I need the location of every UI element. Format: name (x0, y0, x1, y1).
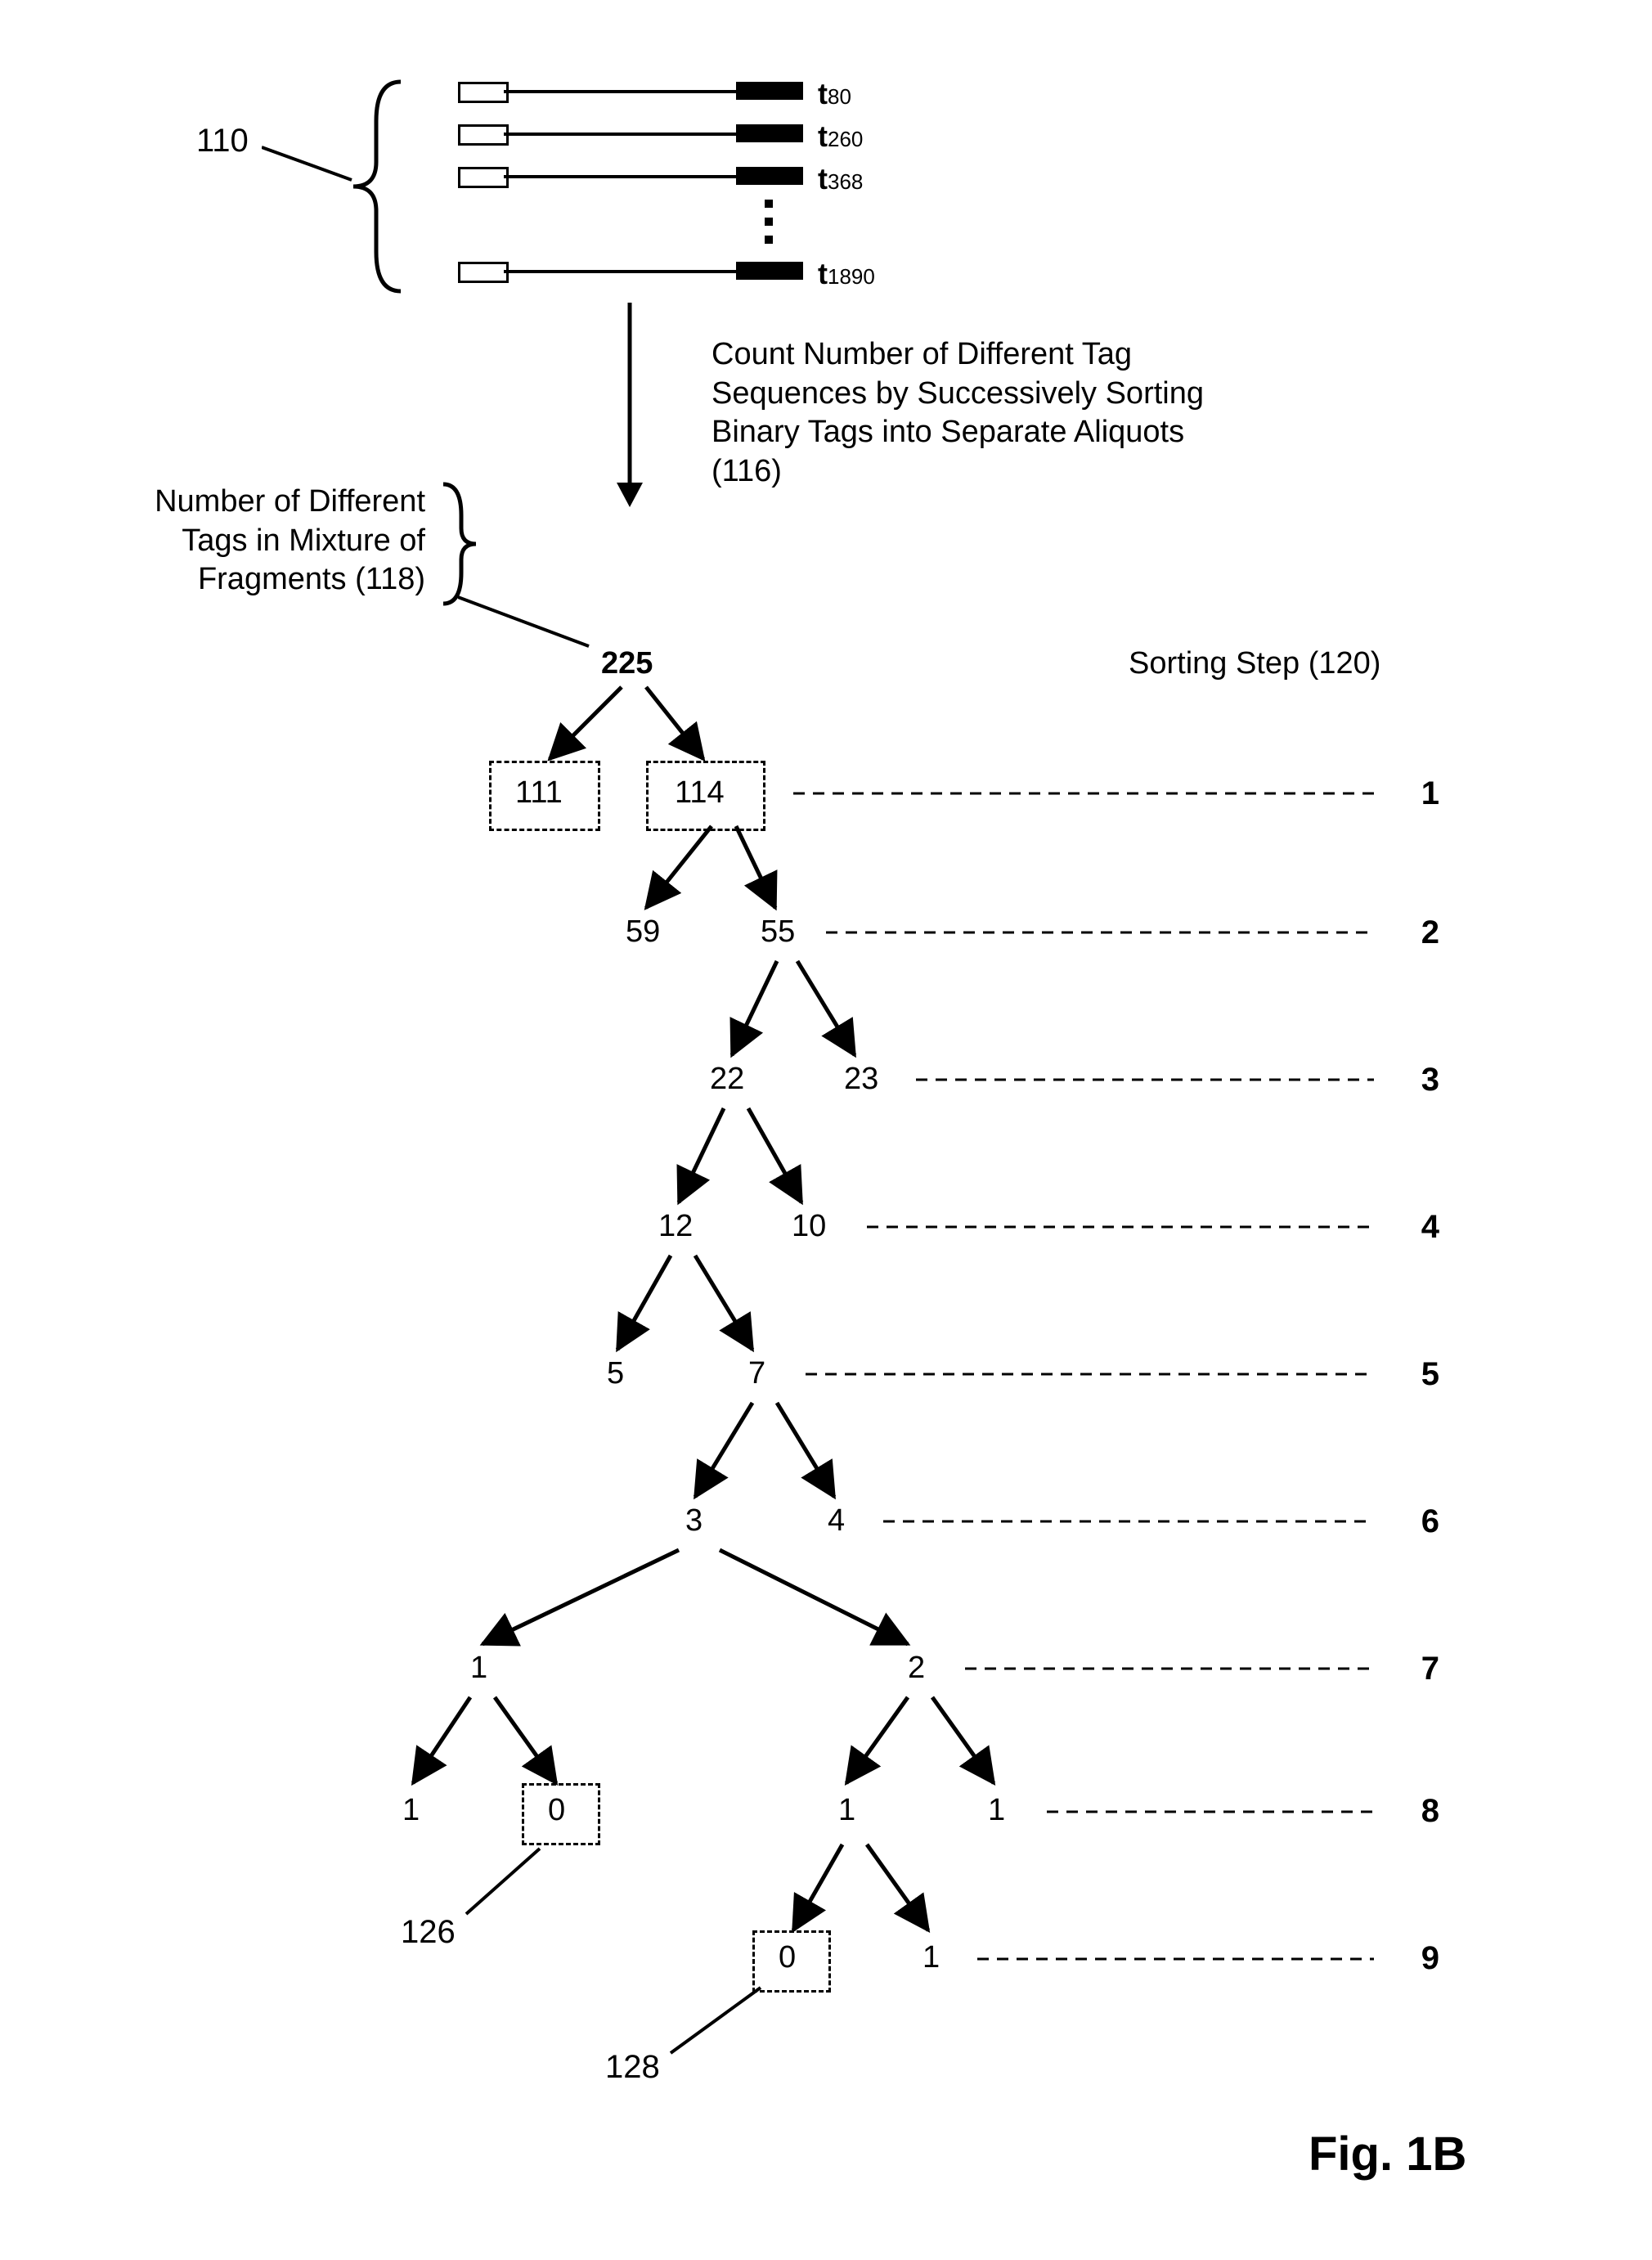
node-1d: 1 (988, 1793, 1005, 1828)
ref-126: 126 (401, 1914, 456, 1951)
step-9: 9 (1390, 1940, 1439, 1977)
step-8: 8 (1390, 1793, 1439, 1830)
node-5: 5 (607, 1356, 624, 1391)
step-7: 7 (1390, 1651, 1439, 1687)
node-1c: 1 (838, 1793, 855, 1828)
node-0a: 0 (548, 1793, 565, 1828)
step-6: 6 (1390, 1503, 1439, 1540)
node-55: 55 (761, 914, 795, 950)
tree-edges (0, 0, 1652, 2208)
node-59: 59 (626, 914, 660, 950)
step-1: 1 (1390, 775, 1439, 812)
node-1b: 1 (402, 1793, 420, 1828)
ref-128: 128 (605, 2049, 660, 2086)
node-1a: 1 (470, 1651, 487, 1686)
node-22: 22 (710, 1062, 744, 1097)
node-10: 10 (792, 1209, 826, 1244)
node-111: 111 (515, 775, 563, 811)
step-3: 3 (1390, 1062, 1439, 1099)
node-23: 23 (844, 1062, 878, 1097)
node-114: 114 (675, 775, 725, 811)
node-4: 4 (828, 1503, 845, 1539)
tree-root: 225 (601, 646, 653, 681)
figure-label: Fig. 1B (1309, 2127, 1466, 2181)
step-4: 4 (1390, 1209, 1439, 1246)
node-1e: 1 (923, 1940, 940, 1975)
step-2: 2 (1390, 914, 1439, 951)
figure-1b: 110 t80 t260 t368 t1890 Count Number of … (0, 0, 1652, 2260)
step-5: 5 (1390, 1356, 1439, 1393)
node-12: 12 (658, 1209, 693, 1244)
node-2: 2 (908, 1651, 925, 1686)
node-7: 7 (748, 1356, 765, 1391)
node-0b: 0 (779, 1940, 796, 1975)
node-3: 3 (685, 1503, 703, 1539)
